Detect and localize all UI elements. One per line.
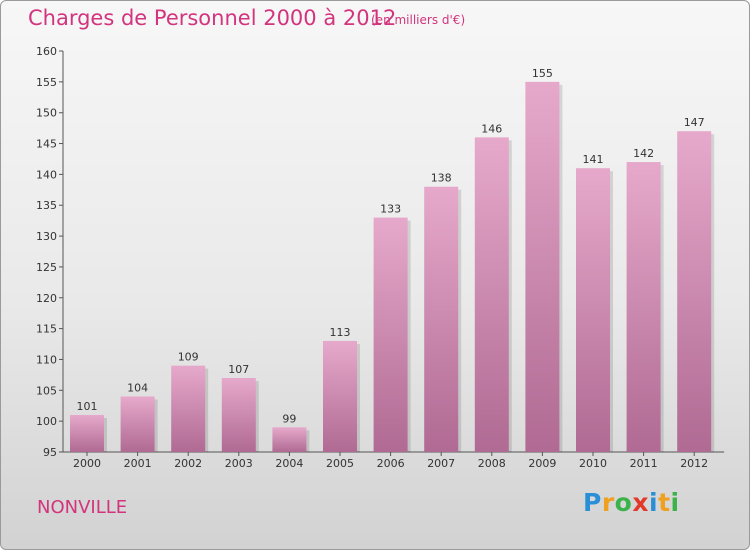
x-tick-label: 2003 <box>225 457 253 470</box>
bar <box>626 162 661 453</box>
y-tick-label: 110 <box>36 353 57 366</box>
data-label: 142 <box>633 147 654 160</box>
bar <box>171 365 206 452</box>
bar <box>323 340 357 452</box>
x-tick-label: 2006 <box>377 457 405 470</box>
bar <box>474 137 509 452</box>
x-tick-label: 2005 <box>326 457 354 470</box>
logo-letter: P <box>583 488 602 517</box>
chart-subtitle: (en milliers d'€) <box>371 13 466 27</box>
logo-letter: i <box>670 488 680 517</box>
logo-letter: t <box>658 488 671 517</box>
y-tick-label: 130 <box>36 230 57 243</box>
data-label: 138 <box>431 172 452 185</box>
y-tick-label: 135 <box>36 199 57 212</box>
chart-title: Charges de Personnel 2000 à 2012 <box>28 6 397 30</box>
bar <box>70 414 104 452</box>
data-label: 133 <box>380 203 401 216</box>
x-tick-label: 2010 <box>579 457 607 470</box>
city-name: NONVILLE <box>37 497 128 518</box>
proxiti-logo: Proxiti <box>583 488 680 517</box>
logo-letter: r <box>601 488 615 517</box>
x-tick-label: 2004 <box>275 457 303 470</box>
axes: 95 100 105 110 115 120 125 130 135 140 145 150 155 16… <box>36 45 725 470</box>
x-tick-label: 2001 <box>124 457 152 470</box>
data-label: 104 <box>127 381 148 394</box>
y-tick-label: 140 <box>36 168 57 181</box>
x-tick-label: 2007 <box>427 457 455 470</box>
y-tick-label: 120 <box>36 292 57 305</box>
logo-letter: x <box>632 488 649 517</box>
x-tick-label: 2012 <box>680 457 708 470</box>
data-label: 141 <box>583 153 604 166</box>
data-label: 155 <box>532 67 553 80</box>
data-label: 107 <box>228 363 249 376</box>
bar <box>424 186 459 452</box>
y-tick-label: 155 <box>36 76 57 89</box>
x-tick-label: 2011 <box>630 457 658 470</box>
y-tick-label: 125 <box>36 261 57 274</box>
x-tick-label: 2002 <box>174 457 202 470</box>
x-tick-label: 2009 <box>528 457 556 470</box>
data-label: 109 <box>178 351 199 364</box>
bar <box>525 81 560 452</box>
bar <box>272 427 307 452</box>
y-tick-label: 95 <box>43 446 57 459</box>
x-tick-label: 2008 <box>478 457 506 470</box>
data-label: 147 <box>684 116 705 129</box>
logo-letter: i <box>649 488 659 517</box>
bar <box>677 131 712 452</box>
y-tick-label: 145 <box>36 138 57 151</box>
data-label: 99 <box>282 412 296 425</box>
bars: 101 104 109 107 99 113 133 138 146 155 141 142 147 <box>70 67 715 453</box>
data-label: 101 <box>77 400 98 413</box>
bar <box>576 168 610 452</box>
x-tick-label: 2000 <box>73 457 101 470</box>
y-tick-label: 160 <box>36 45 57 58</box>
y-tick-label: 100 <box>36 415 57 428</box>
bar <box>221 377 256 452</box>
bar <box>120 396 155 452</box>
data-label: 113 <box>330 326 351 339</box>
y-tick-label: 150 <box>36 107 57 120</box>
data-label: 146 <box>481 122 502 135</box>
y-tick-label: 115 <box>36 323 57 336</box>
bar <box>373 217 408 452</box>
logo-letter: o <box>614 488 633 517</box>
y-tick-label: 105 <box>36 384 57 397</box>
